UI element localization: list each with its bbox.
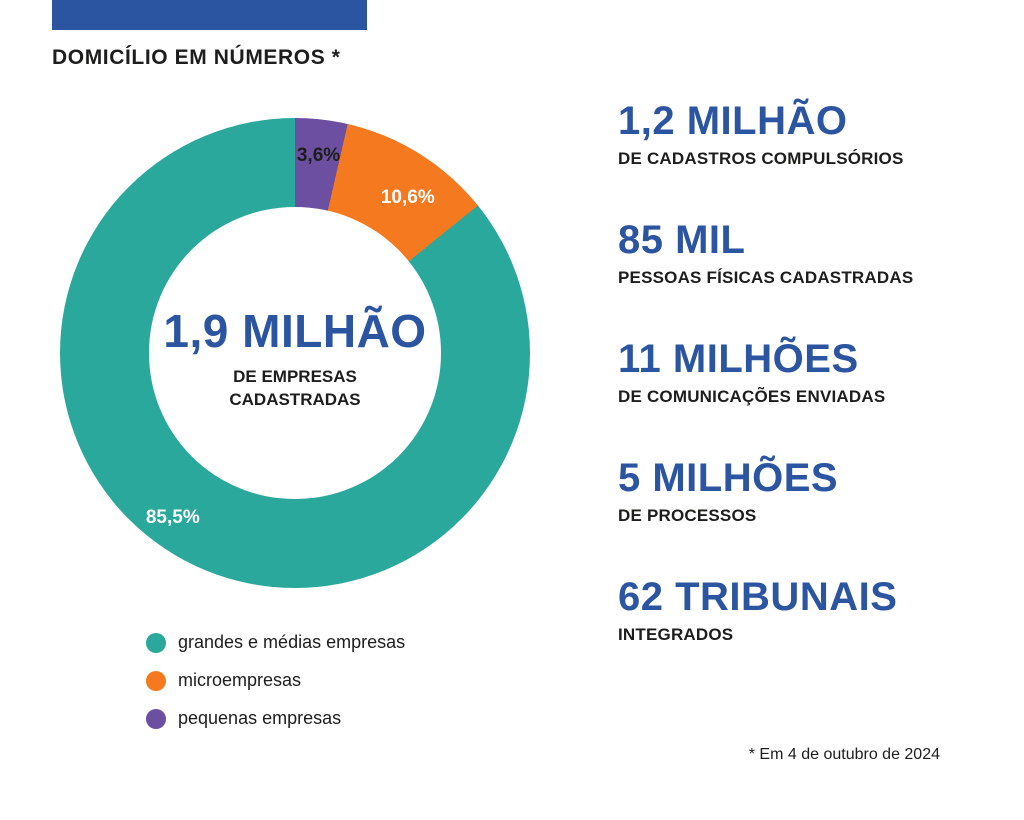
stat-value: 1,2 MILHÃO [618, 99, 848, 143]
stat-value: 85 MIL [618, 218, 746, 262]
stat-value: 5 MILHÕES [618, 456, 839, 500]
stat-pessoas-fisicas: 85 MIL PESSOAS FÍSICAS CADASTRADAS [618, 219, 998, 288]
segment-label-pequenas: 3,6% [296, 144, 341, 166]
segment-label-micro: 10,6% [380, 186, 435, 208]
legend-label: pequenas empresas [178, 708, 342, 728]
donut-center-label: DE EMPRESAS CADASTRADAS [229, 366, 361, 409]
stats-column: 1,2 MILHÃO DE CADASTROS COMPULSÓRIOS 85 … [618, 100, 998, 695]
stat-label: DE COMUNICAÇÕES ENVIADAS [618, 387, 886, 406]
chart-legend: grandes e médias empresas microempresas … [146, 632, 405, 746]
stat-value: 62 TRIBUNAIS [618, 575, 898, 619]
donut-center-text: 1,9 MILHÃO DE EMPRESAS CADASTRADAS [145, 304, 445, 412]
legend-dot-orange-icon [146, 670, 166, 691]
stat-label: INTEGRADOS [618, 625, 734, 644]
stat-label: DE PROCESSOS [618, 506, 757, 525]
footnote: * Em 4 de outubro de 2024 [748, 746, 940, 763]
segment-label-grandes: 85,5% [145, 506, 200, 528]
stat-label: DE CADASTROS COMPULSÓRIOS [618, 149, 904, 168]
legend-item-micro: microempresas [146, 670, 405, 691]
stat-tribunais: 62 TRIBUNAIS INTEGRADOS [618, 576, 998, 645]
stat-label: PESSOAS FÍSICAS CADASTRADAS [618, 268, 914, 287]
donut-center-value: 1,9 MILHÃO [163, 304, 427, 357]
header-accent-bar [52, 0, 367, 30]
legend-item-pequenas: pequenas empresas [146, 708, 405, 729]
stat-comunicacoes: 11 MILHÕES DE COMUNICAÇÕES ENVIADAS [618, 338, 998, 407]
stat-processos: 5 MILHÕES DE PROCESSOS [618, 457, 998, 526]
legend-label: microempresas [178, 670, 302, 690]
donut-chart: 3,6% 10,6% 85,5% 1,9 MILHÃO DE EMPRESAS … [60, 118, 530, 588]
legend-dot-purple-icon [146, 708, 166, 729]
stat-cadastros-compulsorios: 1,2 MILHÃO DE CADASTROS COMPULSÓRIOS [618, 100, 998, 169]
legend-item-grandes: grandes e médias empresas [146, 632, 405, 653]
legend-dot-teal-icon [146, 632, 166, 653]
page-title: DOMICÍLIO EM NÚMEROS * [52, 46, 341, 69]
legend-label: grandes e médias empresas [178, 632, 406, 652]
stat-value: 11 MILHÕES [618, 337, 859, 381]
donut-hole [149, 207, 441, 499]
